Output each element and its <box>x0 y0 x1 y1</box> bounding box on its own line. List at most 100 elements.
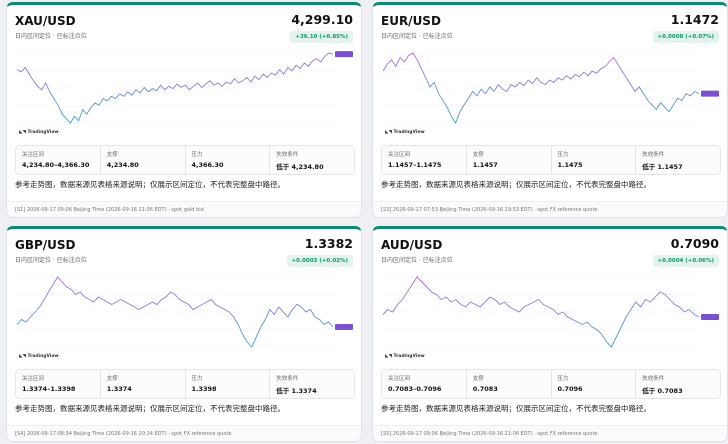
resistance-box: 压力 0.7096 <box>551 370 637 398</box>
tradingview-logo: ◣◥ TradingView <box>19 129 59 135</box>
symbol-label: EUR/USD <box>381 14 441 28</box>
resistance-box: 压力 1.1475 <box>551 146 637 174</box>
card-subtitle: 日内区间定位 · 已标注点位 <box>15 257 87 264</box>
box-value: 低于 1.1457 <box>642 163 683 171</box>
line-chart-svg: ◣◥ TradingView <box>16 276 353 359</box>
box-value: 低于 0.7083 <box>642 387 683 395</box>
box-label: 失效条件 <box>276 152 299 158</box>
box-value: 1.3374 <box>106 385 132 393</box>
box-label: 压力 <box>557 152 569 158</box>
change-badge: +0.0003 (+0.02%) <box>286 255 353 267</box>
price-value: 1.1472 <box>670 12 719 27</box>
price-chart[interactable]: ◣◥ TradingView <box>15 47 355 137</box>
invalidation-box: 失效条件 低于 1.3374 <box>270 370 354 398</box>
symbol-label: AUD/USD <box>381 238 443 252</box>
line-chart-svg: ◣◥ TradingView <box>16 51 353 135</box>
line-chart-svg: ◣◥ TradingView <box>382 276 719 359</box>
last-price-tag <box>701 314 719 320</box>
box-value: 4,234.80 <box>106 161 139 169</box>
support-box: 支撑 0.7083 <box>466 370 552 398</box>
last-price-tag <box>701 90 719 97</box>
box-label: 压力 <box>191 152 203 158</box>
support-box: 支撑 1.1457 <box>466 146 552 174</box>
source-text: [S3] 2026-09-17 07:53 Beijing Time (2026… <box>381 207 598 213</box>
level-boxes: 关注区间 1.3374–1.3398 支撑 1.3374 压力 1.3398 失… <box>15 369 355 399</box>
change-badge: +0.0008 (+0.07%) <box>652 31 719 43</box>
last-price-tag <box>335 324 353 330</box>
source-footer: [S4] 2026-09-17 08:34 Beijing Time (2026… <box>7 425 361 441</box>
price-chart[interactable]: ◣◥ TradingView <box>381 47 721 137</box>
box-value: 0.7096 <box>557 385 583 393</box>
quote-card-gbp-usd: GBP/USD 1.3382 日内区间定位 · 已标注点位 +0.0003 (+… <box>6 226 362 442</box>
box-value: 1.3374–1.3398 <box>22 385 76 393</box>
change-badge: +36.10 (+0.85%) <box>290 31 353 43</box>
price-value: 1.3382 <box>304 236 353 251</box>
box-value: 1.1457–1.1475 <box>388 161 442 169</box>
box-label: 失效条件 <box>642 152 665 158</box>
price-series-line <box>382 276 700 348</box>
source-text: [S4] 2026-09-17 08:34 Beijing Time (2026… <box>15 431 232 437</box>
quote-card-eur-usd: EUR/USD 1.1472 日内区间定位 · 已标注点位 +0.0008 (+… <box>372 2 728 218</box>
source-footer: [S3] 2026-09-17 07:53 Beijing Time (2026… <box>373 201 727 217</box>
level-boxes: 关注区间 4,234.80–4,366.30 支撑 4,234.80 压力 4,… <box>15 145 355 175</box>
resistance-box: 压力 4,366.30 <box>185 146 271 174</box>
box-label: 关注区间 <box>388 152 411 158</box>
level-boxes: 关注区间 1.1457–1.1475 支撑 1.1457 压力 1.1475 失… <box>381 145 721 175</box>
source-footer: [S1] 2026-09-17 09:06 Beijing Time (2026… <box>7 201 361 217</box>
symbol-label: GBP/USD <box>15 238 76 252</box>
focus-range-box: 关注区间 1.1457–1.1475 <box>382 146 467 174</box>
chart-note: 参考走势图，数据来源见表格来源说明；仅展示区间定位，不代表完整盘中路径。 <box>381 404 651 413</box>
support-box: 支撑 1.3374 <box>100 370 186 398</box>
invalidation-box: 失效条件 低于 0.7083 <box>636 370 720 398</box>
box-value: 4,234.80–4,366.30 <box>22 161 90 169</box>
box-value: 1.3398 <box>191 385 217 393</box>
price-series-line <box>16 276 334 348</box>
support-box: 支撑 4,234.80 <box>100 146 186 174</box>
box-label: 失效条件 <box>276 376 299 382</box>
resistance-box: 压力 1.3398 <box>185 370 271 398</box>
tradingview-logo: ◣◥ TradingView <box>19 353 59 359</box>
box-label: 失效条件 <box>642 376 665 382</box>
symbol-label: XAU/USD <box>15 14 76 28</box>
line-chart-svg: ◣◥ TradingView <box>382 52 719 135</box>
source-footer: [S5] 2026-09-17 09:06 Beijing Time (2026… <box>373 425 727 441</box>
chart-note: 参考走势图，数据来源见表格来源说明；仅展示区间定位，不代表完整盘中路径。 <box>381 180 651 189</box>
price-series-line <box>16 52 334 124</box>
box-value: 1.1475 <box>557 161 583 169</box>
box-value: 0.7083–0.7096 <box>388 385 442 393</box>
box-label: 关注区间 <box>388 376 411 382</box>
box-label: 支撑 <box>472 152 484 158</box>
box-label: 压力 <box>557 376 569 382</box>
price-chart[interactable]: ◣◥ TradingView <box>15 271 355 361</box>
chart-note: 参考走势图，数据来源见表格来源说明；仅展示区间定位，不代表完整盘中路径。 <box>15 404 285 413</box>
price-value: 0.7090 <box>670 236 719 251</box>
invalidation-box: 失效条件 低于 1.1457 <box>636 146 720 174</box>
box-label: 支撑 <box>472 376 484 382</box>
box-label: 支撑 <box>106 376 118 382</box>
box-value: 4,366.30 <box>191 161 224 169</box>
source-text: [S5] 2026-09-17 09:06 Beijing Time (2026… <box>381 431 598 437</box>
card-subtitle: 日内区间定位 · 已标注点位 <box>15 33 87 40</box>
box-label: 压力 <box>191 376 203 382</box>
change-badge: +0.0004 (+0.06%) <box>652 255 719 267</box>
box-label: 支撑 <box>106 152 118 158</box>
box-value: 0.7083 <box>472 385 498 393</box>
box-label: 关注区间 <box>22 152 45 158</box>
focus-range-box: 关注区间 0.7083–0.7096 <box>382 370 467 398</box>
box-value: 低于 4,234.80 <box>276 163 324 171</box>
box-value: 低于 1.3374 <box>276 387 317 395</box>
tradingview-logo: ◣◥ TradingView <box>385 353 425 359</box>
tradingview-logo: ◣◥ TradingView <box>385 129 425 135</box>
last-price-tag <box>335 51 353 58</box>
box-value: 1.1457 <box>472 161 498 169</box>
quote-card-aud-usd: AUD/USD 0.7090 日内区间定位 · 已标注点位 +0.0004 (+… <box>372 226 728 442</box>
price-chart[interactable]: ◣◥ TradingView <box>381 271 721 361</box>
invalidation-box: 失效条件 低于 4,234.80 <box>270 146 354 174</box>
quote-card-xau-usd: XAU/USD 4,299.10 日内区间定位 · 已标注点位 +36.10 (… <box>6 2 362 218</box>
level-boxes: 关注区间 0.7083–0.7096 支撑 0.7083 压力 0.7096 失… <box>381 369 721 399</box>
price-value: 4,299.10 <box>291 12 353 27</box>
source-text: [S1] 2026-09-17 09:06 Beijing Time (2026… <box>15 207 204 213</box>
focus-range-box: 关注区间 1.3374–1.3398 <box>16 370 101 398</box>
price-series-line <box>382 52 700 125</box>
chart-note: 参考走势图，数据来源见表格来源说明；仅展示区间定位，不代表完整盘中路径。 <box>15 180 285 189</box>
